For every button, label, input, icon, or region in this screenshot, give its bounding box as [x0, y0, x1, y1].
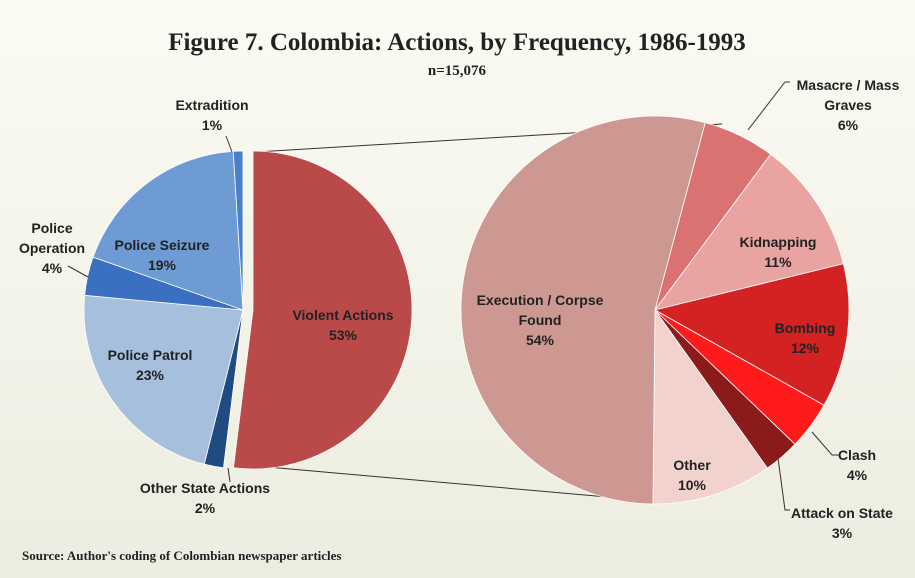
slice-label: Police Operation: [19, 220, 85, 256]
pie-slice: [92, 150, 244, 311]
slice-label: Bombing: [775, 320, 836, 336]
connector-line: [255, 465, 643, 501]
leader-line: [227, 467, 231, 483]
slice-value-label: 1%: [202, 117, 223, 133]
source-note: Source: Author's coding of Colombian new…: [22, 548, 341, 563]
pie-slice: [460, 115, 706, 505]
slice-value-label: 3%: [832, 525, 853, 541]
pie-slice: [652, 308, 768, 505]
pie-slice: [654, 153, 844, 311]
slice-label: Kidnapping: [740, 234, 817, 250]
slice-value-label: 23%: [136, 367, 165, 383]
slice-value-label: 4%: [847, 467, 868, 483]
slice-label: Attack on State: [791, 505, 893, 521]
slice-value-label: 54%: [526, 332, 555, 348]
slice-label: Extradition: [175, 97, 248, 113]
slice-value-label: 12%: [791, 340, 820, 356]
slice-label: Violent Actions: [292, 307, 393, 323]
slice-value-label: 11%: [764, 254, 792, 270]
slice-value-label: 53%: [329, 327, 358, 343]
pie-slice: [653, 263, 850, 406]
slice-label: Masacre / Mass Graves: [797, 77, 900, 113]
slice-label: Execution / Corpse Found: [477, 292, 604, 328]
slice-label: Police Seizure: [115, 237, 210, 253]
slice-value-label: 2%: [195, 500, 216, 516]
pie-slice: [83, 294, 244, 465]
leader-line: [67, 265, 89, 278]
pie-slice: [232, 150, 244, 311]
slice-label: Other: [673, 457, 711, 473]
slice-label: Other State Actions: [140, 480, 270, 496]
slice-value-label: 4%: [42, 260, 63, 276]
leader-line: [811, 431, 840, 456]
slice-label: Police Patrol: [108, 347, 193, 363]
leader-line: [225, 135, 233, 153]
slice-value-label: 6%: [838, 117, 859, 133]
leader-line: [747, 81, 790, 131]
leader-line: [777, 457, 790, 511]
slice-value-label: 10%: [678, 477, 707, 493]
chart-subtitle: n=15,076: [428, 63, 487, 79]
pie-slice: [233, 150, 413, 470]
chart-title: Figure 7. Colombia: Actions, by Frequenc…: [168, 29, 746, 56]
slice-value-label: 19%: [148, 257, 177, 273]
slice-label: Clash: [838, 447, 876, 463]
